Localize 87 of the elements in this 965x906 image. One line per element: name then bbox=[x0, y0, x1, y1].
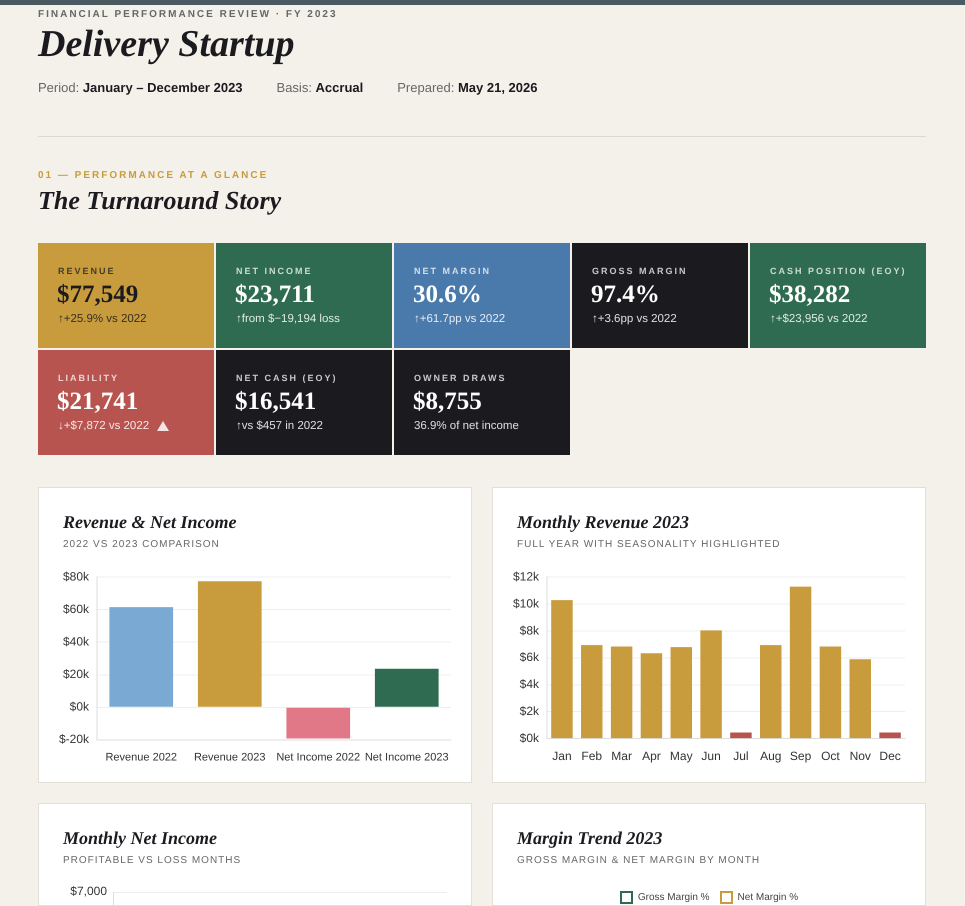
text: FINANCIAL PERFORMANCE REVIEW · FY 2023 bbox=[38, 9, 338, 20]
chart-subtitle: FULL YEAR WITH SEASONALITY HIGHLIGHTED bbox=[517, 539, 780, 550]
y-tick-label: $10k bbox=[512, 596, 540, 610]
x-tick-label: Jan bbox=[552, 749, 572, 764]
text: $77,549 bbox=[57, 281, 138, 309]
x-tick-label: Feb bbox=[581, 749, 602, 764]
chart-subtitle: 2022 VS 2023 COMPARISON bbox=[63, 539, 220, 550]
bar bbox=[109, 607, 174, 707]
y-tick-label: $60k bbox=[62, 602, 90, 616]
x-tick-label: Jun bbox=[701, 749, 721, 764]
bar bbox=[551, 600, 573, 738]
text: Monthly Net Income bbox=[63, 828, 218, 849]
text: $16,541 bbox=[235, 388, 316, 416]
text: ↑+$23,956 vs 2022 bbox=[770, 313, 868, 325]
y-tick-label: $20k bbox=[62, 667, 90, 682]
bar bbox=[700, 630, 722, 738]
bar bbox=[610, 646, 632, 738]
y-tick-label: $-20k bbox=[58, 732, 90, 746]
y-tick-label: $2k bbox=[520, 704, 540, 718]
text: Prepared: May 21, 2026 bbox=[397, 80, 538, 95]
text: ↑+25.9% vs 2022 bbox=[58, 313, 147, 325]
x-tick-label: Oct bbox=[821, 749, 840, 764]
y-tick-label: $8k bbox=[520, 623, 540, 638]
text: Period: January – December 2023 bbox=[38, 80, 243, 95]
text: $7,000 bbox=[70, 884, 107, 898]
x-tick-label: Dec bbox=[879, 749, 901, 764]
x-tick-label: Net Income 2023 bbox=[364, 751, 449, 764]
bar bbox=[790, 586, 812, 738]
x-tick-label: May bbox=[670, 749, 693, 764]
bar bbox=[850, 659, 871, 738]
text: 36.9% of net income bbox=[414, 420, 519, 432]
text: Gross Margin % bbox=[638, 892, 710, 903]
text: ↑+3.6pp vs 2022 bbox=[592, 313, 677, 325]
bar bbox=[198, 581, 262, 707]
y-tick-label: $0k bbox=[520, 730, 540, 745]
y-tick-label: $12k bbox=[512, 570, 540, 584]
text: NET CASH (EOY) bbox=[236, 373, 338, 383]
text: 30.6% bbox=[413, 281, 482, 309]
text: 01 — PERFORMANCE AT A GLANCE bbox=[38, 170, 268, 181]
text: PROFITABLE VS LOSS MONTHS bbox=[63, 855, 242, 866]
text: $21,741 bbox=[57, 388, 138, 416]
text: Net Margin % bbox=[738, 892, 798, 903]
text: OWNER DRAWS bbox=[414, 373, 506, 383]
x-tick-label: Nov bbox=[850, 749, 871, 764]
x-tick-label: Revenue 2022 bbox=[105, 751, 178, 764]
text: LIABILITY bbox=[58, 373, 119, 383]
y-tick-label: $4k bbox=[520, 677, 540, 692]
y-tick-label: $40k bbox=[62, 634, 90, 649]
text: $38,282 bbox=[769, 281, 850, 309]
text: CASH POSITION (EOY) bbox=[770, 266, 907, 276]
bar bbox=[730, 732, 752, 738]
text: NET MARGIN bbox=[414, 266, 491, 276]
text: 97.4% bbox=[591, 281, 660, 309]
text: NET INCOME bbox=[236, 266, 313, 276]
x-tick-label: Mar bbox=[611, 749, 632, 764]
bar bbox=[670, 647, 692, 738]
text: $23,711 bbox=[235, 281, 315, 309]
text: Delivery Startup bbox=[38, 22, 294, 66]
text: GROSS MARGIN & NET MARGIN BY MONTH bbox=[517, 855, 760, 866]
text: Basis: Accrual bbox=[276, 80, 364, 95]
x-tick-label: Sep bbox=[790, 749, 812, 764]
bar bbox=[640, 653, 662, 738]
bar bbox=[820, 646, 842, 738]
x-tick-label: Apr bbox=[642, 749, 661, 764]
bar bbox=[581, 645, 603, 738]
text: ↑from $−19,194 loss bbox=[236, 313, 340, 325]
text: GROSS MARGIN bbox=[592, 266, 688, 276]
chart-title: Revenue & Net Income bbox=[63, 512, 236, 533]
bar bbox=[374, 668, 439, 707]
text: The Turnaround Story bbox=[38, 186, 282, 216]
x-tick-label: Aug bbox=[760, 749, 782, 764]
bar bbox=[760, 645, 782, 738]
text: $8,755 bbox=[413, 388, 482, 416]
text: ↓+$7,872 vs 2022 bbox=[58, 420, 150, 432]
bar bbox=[286, 708, 350, 738]
bar bbox=[879, 732, 901, 738]
chart-title: Monthly Revenue 2023 bbox=[517, 512, 690, 533]
y-tick-label: $6k bbox=[520, 650, 540, 664]
x-tick-label: Jul bbox=[733, 749, 749, 764]
text: REVENUE bbox=[58, 266, 116, 276]
y-tick-label: $0k bbox=[70, 700, 90, 714]
text: ↑vs $457 in 2022 bbox=[236, 420, 323, 432]
text: Margin Trend 2023 bbox=[517, 828, 662, 849]
x-tick-label: Net Income 2022 bbox=[276, 751, 360, 764]
y-tick-label: $80k bbox=[62, 570, 90, 584]
text: ↑+61.7pp vs 2022 bbox=[414, 313, 506, 325]
x-tick-label: Revenue 2023 bbox=[194, 751, 266, 764]
